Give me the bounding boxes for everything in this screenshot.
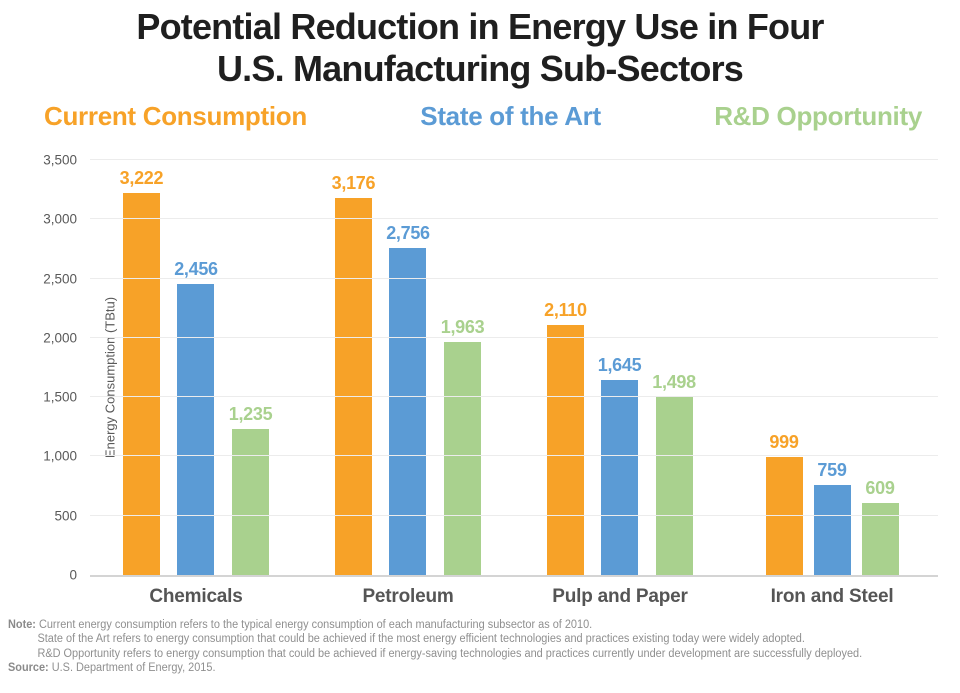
bar (122, 192, 160, 575)
bar-unit: 2,456 (174, 160, 218, 575)
bar (389, 248, 427, 575)
bar (601, 379, 638, 575)
bar-value-label: 999 (769, 431, 799, 452)
bar (177, 283, 215, 575)
gridline (90, 396, 938, 398)
legend: Current Consumption State of the Art R&D… (0, 101, 960, 132)
bar-unit: 3,222 (120, 160, 164, 575)
bar-value-label: 1,498 (652, 372, 696, 393)
bar (444, 342, 482, 575)
x-axis-label: Pulp and Paper (552, 585, 688, 607)
bar-value-label: 2,110 (544, 299, 587, 320)
bar (334, 198, 372, 575)
bar-unit: 1,963 (441, 160, 485, 575)
bar (765, 456, 803, 575)
source-label: Source: (8, 662, 49, 675)
x-axis-labels: Chemicals Petroleum Pulp and Paper Iron and… (90, 586, 938, 608)
bar-group-petroleum: 3,176 2,756 1,963 (302, 160, 514, 575)
note-line-1: Note: Current energy consumption refers … (8, 618, 593, 631)
y-axis-ticks: 0 500 1,000 1,500 2,000 2,500 3,000 3,500 (17, 152, 77, 582)
gridline (90, 336, 938, 338)
bar-groups: 3,222 2,456 1,235 3,176 2,756 1,963 2,110 1,645… (90, 160, 938, 575)
gridline (90, 218, 938, 220)
legend-item-state-of-the-art: State of the Art (420, 100, 601, 131)
bar (813, 484, 851, 575)
bar-value-label: 1,963 (440, 317, 485, 338)
bar-value-label: 2,456 (174, 258, 218, 279)
chart-title-line2: U.S. Manufacturing Sub-Sectors (216, 48, 744, 90)
bar-value-label: 1,645 (597, 354, 642, 375)
bar-unit: 609 (861, 160, 899, 575)
bar-group-iron-and-steel: 999 759 609 (726, 160, 938, 575)
y-tick-label: 1,000 (43, 448, 77, 464)
legend-item-rd-opportunity: R&D Opportunity (714, 100, 922, 131)
gridline (90, 455, 938, 457)
y-tick-label: 1,500 (43, 389, 77, 405)
y-tick-label: 500 (54, 508, 77, 524)
bar-value-label: 3,222 (119, 167, 164, 188)
bar-unit: 3,176 (332, 160, 376, 575)
x-axis-label: Chemicals (149, 585, 243, 607)
bar-value-label: 609 (865, 477, 895, 498)
bar-value-label: 759 (817, 459, 847, 480)
footnotes: Note: Current energy consumption refers … (8, 618, 912, 676)
bar-unit: 999 (765, 160, 803, 575)
bar-group-pulp-and-paper: 2,110 1,645 1,498 (514, 160, 726, 575)
bar-unit: 1,235 (229, 160, 273, 575)
bar (232, 428, 270, 575)
x-axis-label: Iron and Steel (770, 585, 894, 607)
chart-title: Potential Reduction in Energy Use in Fou… (0, 0, 960, 91)
bar-unit: 2,756 (386, 160, 430, 575)
gridline (90, 514, 938, 516)
bar-value-label: 3,176 (331, 173, 376, 194)
bar-unit: 759 (813, 160, 851, 575)
bar (546, 324, 584, 575)
y-tick-label: 0 (69, 567, 77, 583)
gridline (90, 277, 938, 279)
plot-area: 0 500 1,000 1,500 2,000 2,500 3,000 3,500 3,222… (43, 152, 938, 582)
bar-group-chemicals: 3,222 2,456 1,235 (90, 160, 302, 575)
chart-title-line1: Potential Reduction in Energy Use in Fou… (136, 6, 824, 47)
bar (655, 397, 693, 575)
bar-unit: 1,498 (652, 160, 696, 575)
y-tick-label: 2,500 (43, 271, 77, 287)
y-tick-label: 3,000 (43, 211, 77, 227)
note-label: Note: (8, 618, 36, 631)
note-line-3: R&D Opportunity refers to energy consump… (37, 647, 863, 660)
y-tick-label: 2,000 (43, 330, 77, 346)
legend-item-current-consumption: Current Consumption (44, 100, 307, 131)
bar-unit: 1,645 (598, 160, 642, 575)
gridline (90, 158, 938, 160)
bar (861, 502, 899, 575)
bar-value-label: 1,235 (228, 403, 273, 424)
note-line-2: State of the Art refers to energy consum… (37, 633, 805, 646)
bar-value-label: 2,756 (386, 223, 430, 244)
chart-region: Energy Consumption (TBtu) 0 500 1,000 1,500… (0, 152, 960, 608)
bar-unit: 2,110 (544, 160, 587, 575)
source-line: Source: U.S. Department of Energy, 2015. (8, 662, 216, 675)
x-axis-label: Petroleum (362, 585, 454, 607)
y-tick-label: 3,500 (43, 152, 77, 168)
